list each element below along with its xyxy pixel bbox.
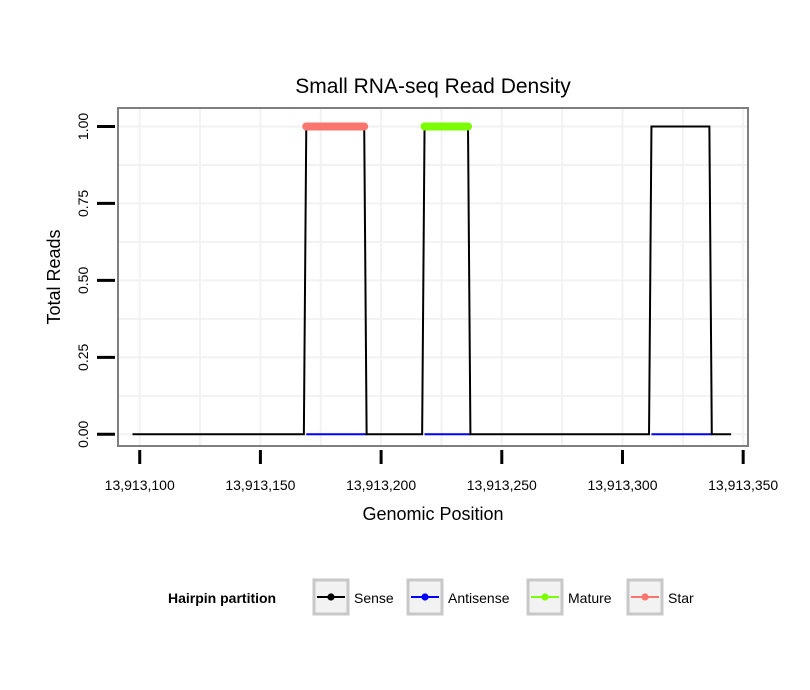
y-axis: 0.00 0.25 0.50 0.75 1.00 [75, 113, 115, 448]
legend-label-antisense: Antisense [448, 590, 510, 606]
chart-title: Small RNA-seq Read Density [295, 75, 571, 98]
plot-border [117, 107, 749, 447]
legend-point-mature [541, 593, 549, 601]
y-tick-label: 0.75 [75, 190, 91, 217]
x-tick-label: 13,913,100 [105, 477, 175, 493]
y-tick-label: 0.00 [75, 420, 91, 447]
legend-label-mature: Mature [568, 590, 612, 606]
legend-label-star: Star [668, 590, 694, 606]
legend-point-sense [327, 593, 335, 601]
x-tick-label: 13,913,200 [346, 477, 416, 493]
legend-title: Hairpin partition [168, 590, 276, 606]
y-axis-title: Total Reads [44, 229, 64, 324]
x-axis-title: Genomic Position [362, 504, 503, 524]
legend-point-antisense [421, 593, 429, 601]
y-tick-label: 0.50 [75, 267, 91, 294]
legend: Hairpin partition Sense Antisense Mature St… [168, 578, 694, 616]
y-tick-label: 1.00 [75, 113, 91, 140]
x-tick-label: 13,913,300 [587, 477, 657, 493]
y-tick-label: 0.25 [75, 344, 91, 371]
x-tick-label: 13,913,350 [708, 477, 778, 493]
legend-point-star [641, 593, 649, 601]
x-tick-label: 13,913,150 [225, 477, 295, 493]
x-axis: 13,913,100 13,913,150 13,913,200 13,913,250… [105, 450, 778, 493]
x-tick-label: 13,913,250 [467, 477, 537, 493]
grid-lines [118, 108, 748, 446]
series-layer [132, 122, 732, 436]
legend-label-sense: Sense [354, 590, 394, 606]
